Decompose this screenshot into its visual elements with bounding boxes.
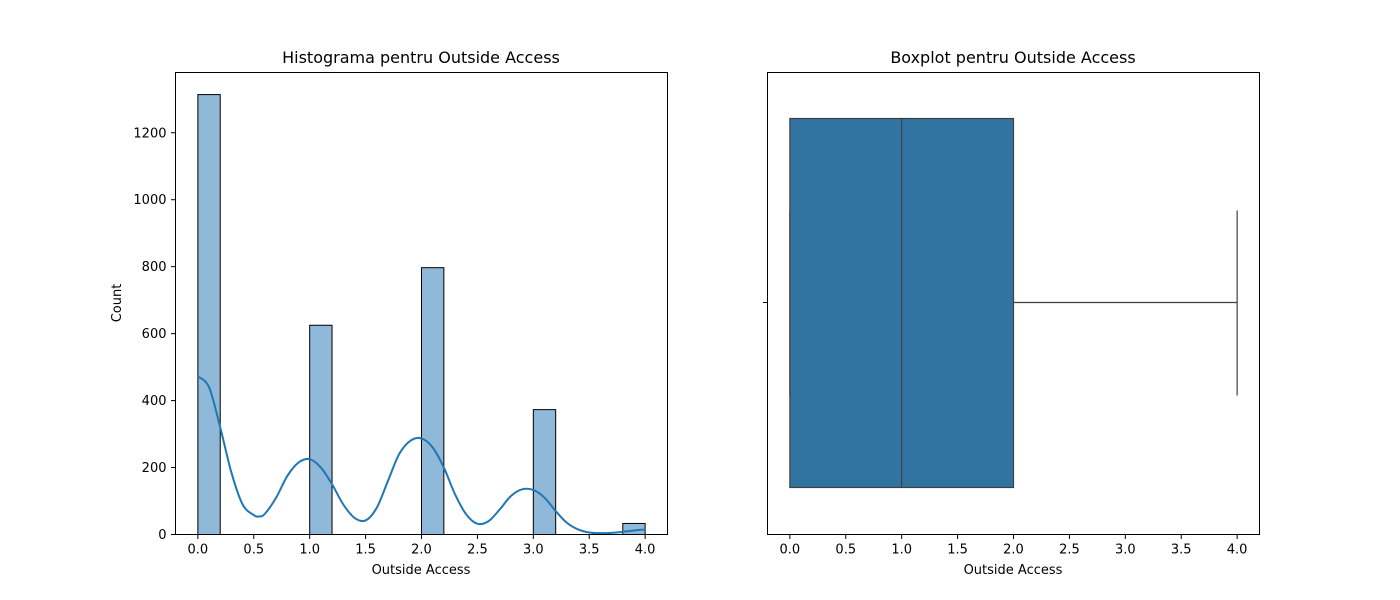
- histogram-x-tick-label-3: 1.5: [355, 543, 376, 558]
- histogram-bar-3: [532, 409, 557, 536]
- histogram-x-tick-label-5: 2.5: [467, 543, 488, 558]
- boxplot-x-tick-label-1: 0.5: [835, 543, 856, 558]
- boxplot-x-tick-label-2: 1.0: [891, 543, 912, 558]
- histogram-y-tick-label-3: 600: [142, 327, 167, 342]
- histogram-y-tick-label-2: 400: [142, 394, 167, 409]
- boxplot-shape: [789, 117, 1238, 489]
- histogram-y-tick-label-0: 0: [158, 528, 166, 543]
- boxplot-x-tick-label-6: 3.0: [1115, 543, 1136, 558]
- kde-curve: [197, 375, 646, 535]
- histogram-panel: Histograma pentru Outside Access 0.0 0.5 1…: [110, 48, 668, 578]
- histogram-bar-0: [197, 94, 221, 536]
- boxplot-x-tick-label-5: 2.5: [1059, 543, 1080, 558]
- histogram-y-axis-label: Count: [110, 284, 125, 323]
- histogram-x-tick-label-6: 3.0: [523, 543, 544, 558]
- histogram-x-tick-label-0: 0.0: [188, 543, 209, 558]
- histogram-x-ticks: 0.0 0.5 1.0 1.5 2.0 2.5 3.0 3.5 4.0: [188, 534, 656, 558]
- histogram-title: Histograma pentru Outside Access: [282, 48, 560, 67]
- histogram-bar-2: [421, 267, 445, 535]
- histogram-x-tick-label-7: 3.5: [579, 543, 600, 558]
- histogram-y-tick-label-1: 200: [142, 461, 167, 476]
- histogram-bars: [197, 94, 646, 536]
- histogram-x-axis-label: Outside Access: [372, 563, 471, 578]
- boxplot-x-tick-label-7: 3.5: [1171, 543, 1192, 558]
- histogram-x-tick-label-4: 2.0: [411, 543, 432, 558]
- boxplot-x-tick-label-8: 4.0: [1227, 543, 1248, 558]
- histogram-y-ticks: 0 200 400 600 800 1000 1200: [133, 126, 176, 543]
- histogram-x-tick-label-1: 0.5: [243, 543, 264, 558]
- boxplot-title: Boxplot pentru Outside Access: [890, 48, 1135, 67]
- histogram-x-tick-label-8: 4.0: [635, 543, 656, 558]
- histogram-y-tick-label-5: 1000: [133, 193, 166, 208]
- boxplot-panel: Boxplot pentru Outside Access 0.0 0.5 1.0 1…: [763, 48, 1260, 578]
- boxplot-x-tick-label-0: 0.0: [780, 543, 801, 558]
- histogram-bar-1: [309, 324, 333, 535]
- boxplot-x-ticks: 0.0 0.5 1.0 1.5 2.0 2.5 3.0 3.5 4.0: [780, 534, 1248, 558]
- boxplot-x-tick-label-3: 1.5: [947, 543, 968, 558]
- histogram-y-tick-label-4: 800: [142, 260, 167, 275]
- boxplot-x-tick-label-4: 2.0: [1003, 543, 1024, 558]
- histogram-y-tick-label-6: 1200: [133, 126, 166, 141]
- histogram-x-tick-label-2: 1.0: [299, 543, 320, 558]
- boxplot-x-axis-label: Outside Access: [964, 563, 1063, 578]
